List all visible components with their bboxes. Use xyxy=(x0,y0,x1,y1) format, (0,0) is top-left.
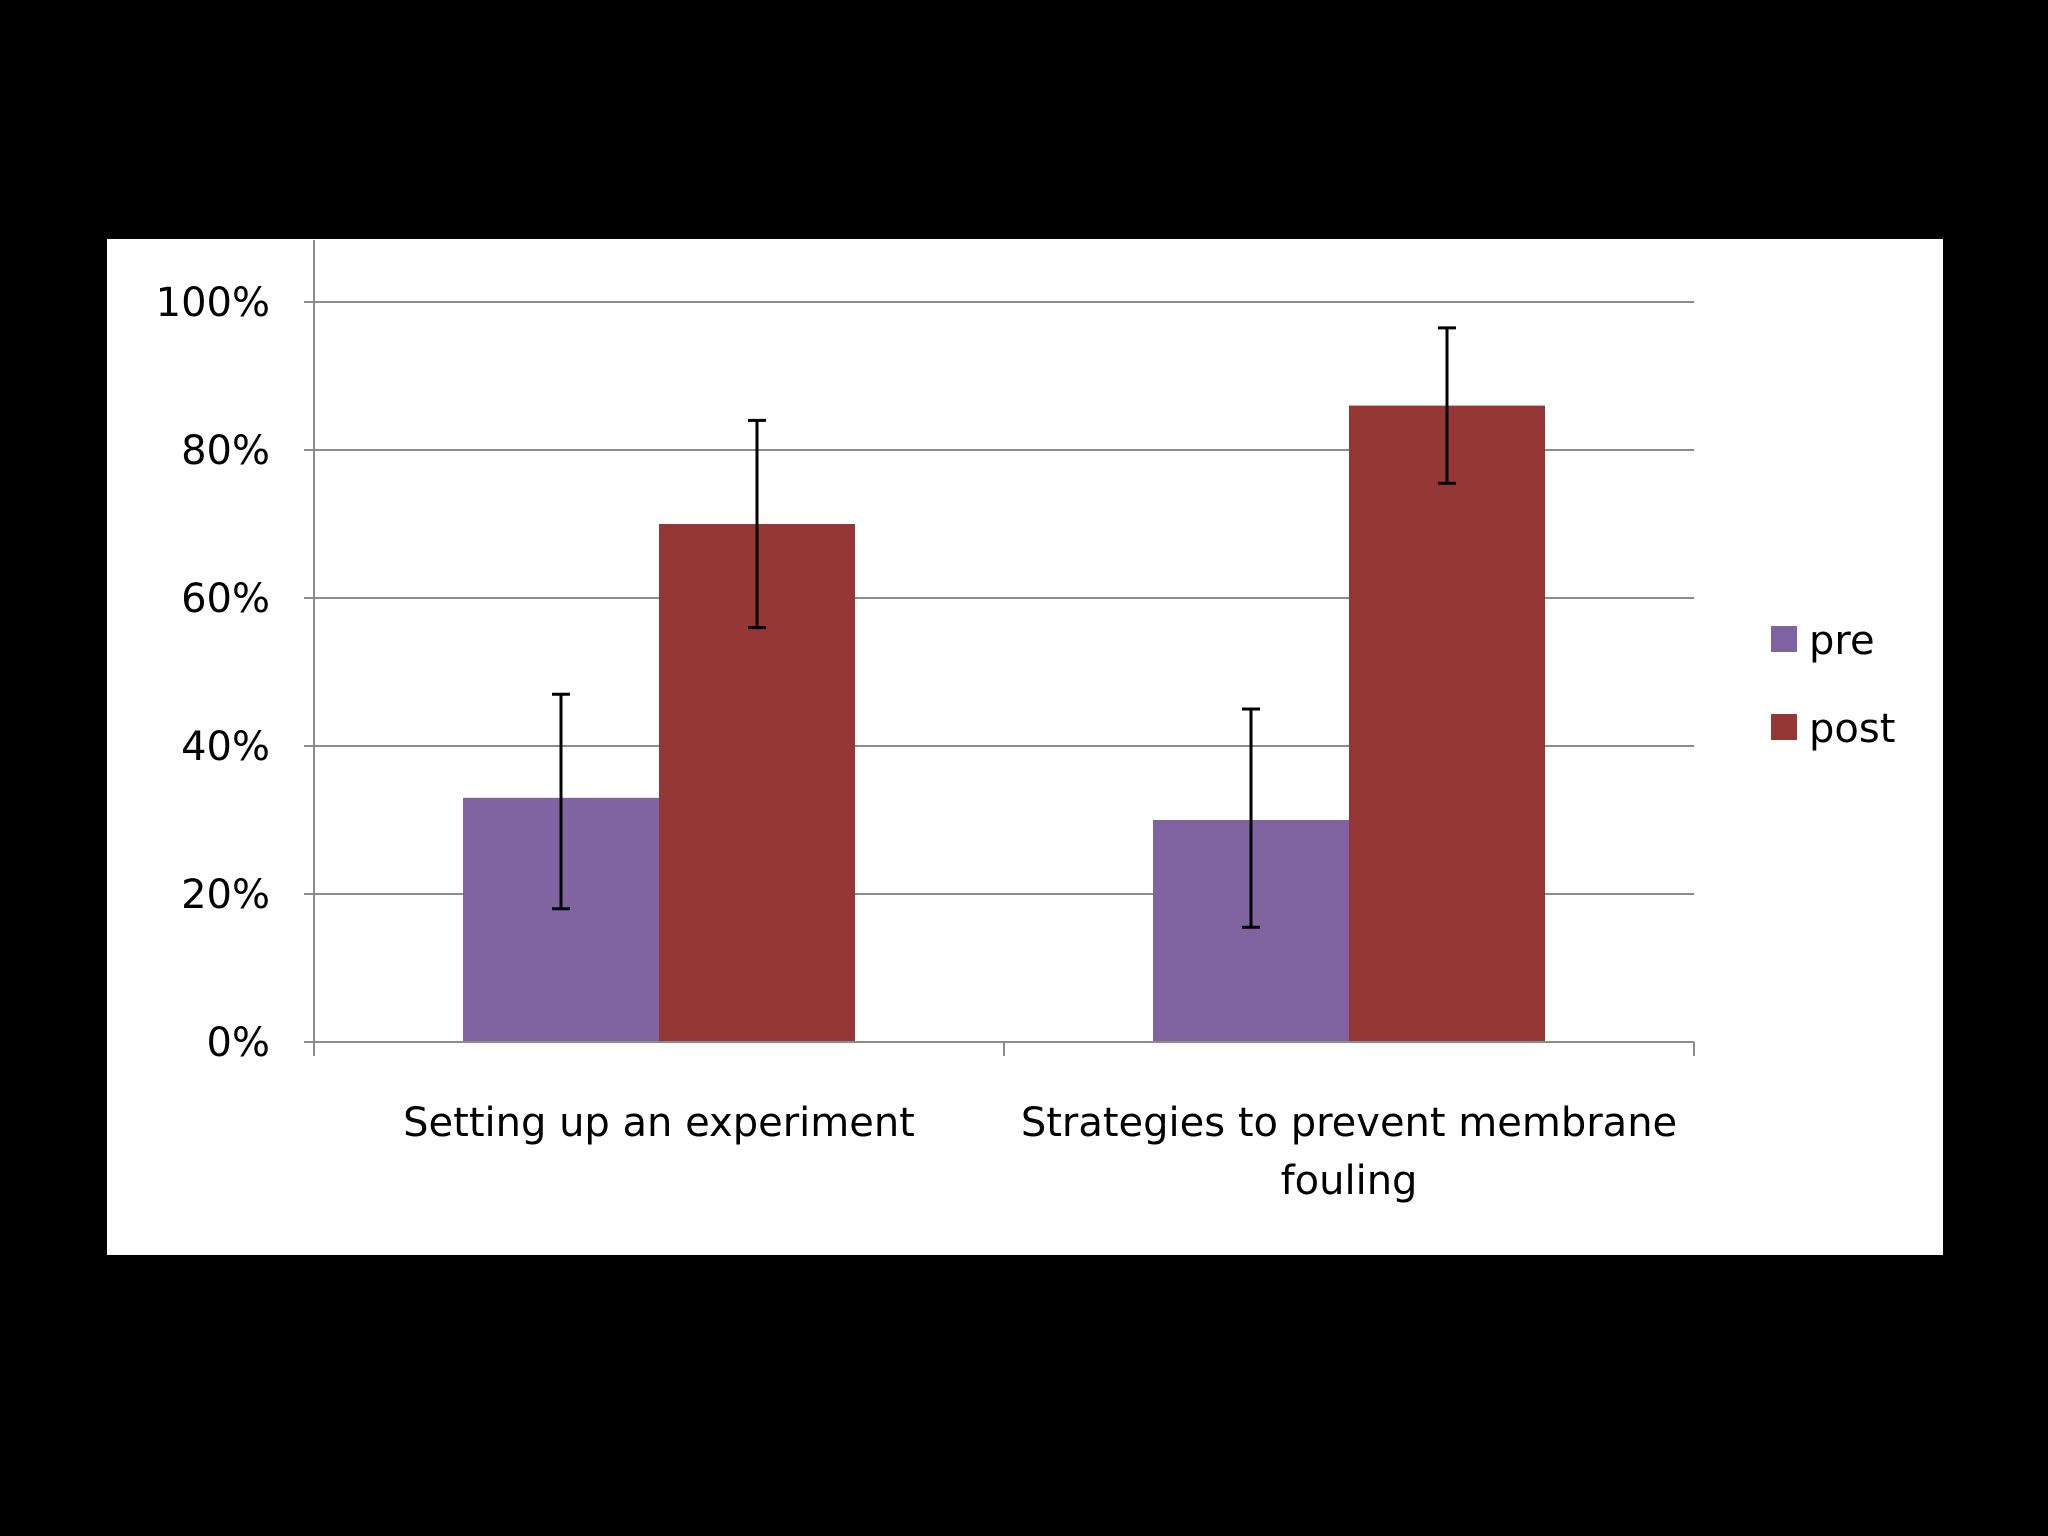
y-tick-label: 100% xyxy=(156,280,270,326)
error-bars xyxy=(552,326,1456,929)
axis-labels: 0% 20% 40% 60% 80% 100% Setting up an experime… xyxy=(156,280,1678,1204)
y-tick-label: 40% xyxy=(181,724,270,770)
y-tick-label: 20% xyxy=(181,872,270,918)
y-tick-label: 60% xyxy=(181,576,270,622)
y-tick-label: 0% xyxy=(207,1020,270,1066)
y-tick-label: 80% xyxy=(181,428,270,474)
x-category-label: Setting up an experiment xyxy=(403,1100,915,1146)
x-category-label: fouling xyxy=(1281,1158,1418,1204)
legend-label-post: post xyxy=(1809,706,1895,752)
axes xyxy=(304,240,1695,1056)
legend-label-pre: pre xyxy=(1809,618,1875,664)
legend: pre post xyxy=(1771,618,1895,752)
bar-post xyxy=(1349,405,1545,1043)
bars xyxy=(463,405,1545,1043)
legend-swatch-pre xyxy=(1771,626,1797,652)
legend-swatch-post xyxy=(1771,714,1797,740)
x-category-label: Strategies to prevent membrane xyxy=(1021,1100,1677,1146)
